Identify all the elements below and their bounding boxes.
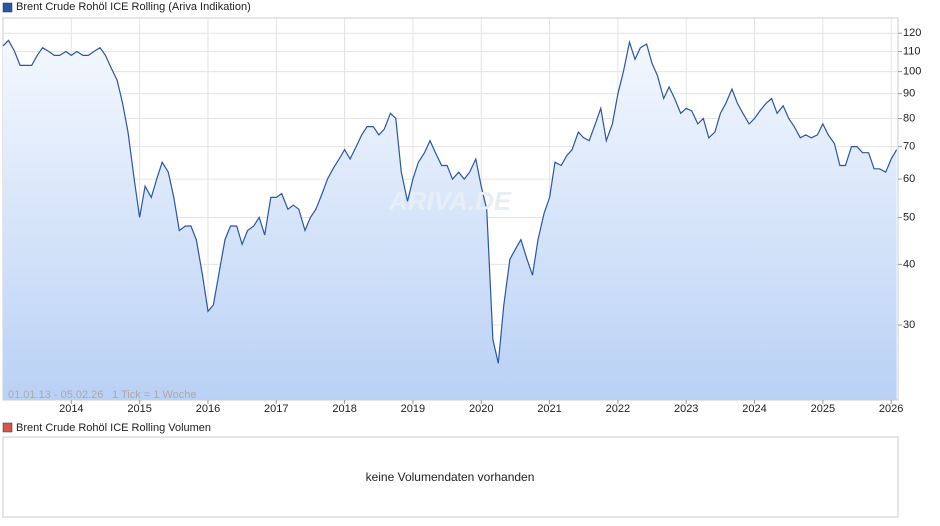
y-tick-label: 50 [903, 211, 915, 223]
x-tick-label: 2023 [674, 403, 698, 415]
x-tick-label: 2015 [127, 403, 151, 415]
x-tick-label: 2017 [264, 403, 288, 415]
chart-title: Brent Crude Rohöl ICE Rolling (Ariva Ind… [16, 1, 251, 13]
y-tick-label: 60 [903, 173, 915, 185]
x-tick-label: 2020 [469, 403, 493, 415]
x-tick-label: 2016 [196, 403, 220, 415]
x-tick-label: 2026 [879, 403, 903, 415]
legend-swatch [2, 2, 13, 13]
volume-panel [2, 436, 899, 518]
tick-info: 1 Tick = 1 Woche [112, 389, 196, 401]
watermark: ARIVA.DE [388, 186, 512, 216]
x-tick-label: 2018 [332, 403, 356, 415]
x-tick-label: 2022 [606, 403, 630, 415]
x-tick-label: 2025 [811, 403, 835, 415]
volume-title: Brent Crude Rohöl ICE Rolling Volumen [16, 422, 211, 434]
volume-note: keine Volumendaten vorhanden [366, 470, 535, 484]
x-tick-label: 2014 [59, 403, 83, 415]
y-tick-label: 90 [903, 88, 915, 100]
y-tick-label: 40 [903, 258, 915, 270]
y-tick-label: 70 [903, 141, 915, 153]
x-tick-label: 2019 [401, 403, 425, 415]
y-tick-label: 30 [903, 319, 915, 331]
x-tick-label: 2021 [537, 403, 561, 415]
range-label: 01.01.13 - 05.02.26 [8, 389, 103, 401]
y-tick-label: 120 [903, 27, 921, 39]
volume-swatch [2, 422, 13, 433]
x-tick-label: 2024 [742, 403, 766, 415]
y-tick-label: 110 [903, 45, 921, 57]
price-area [3, 40, 897, 401]
y-tick-label: 100 [903, 65, 921, 77]
y-tick-label: 80 [903, 112, 915, 124]
price-line [2, 39, 898, 364]
